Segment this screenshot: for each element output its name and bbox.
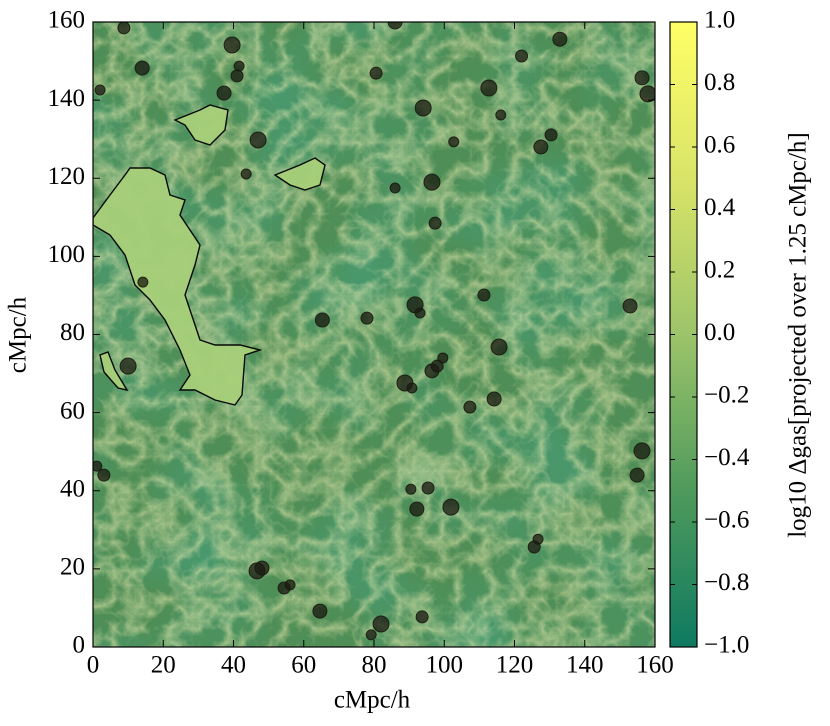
y-tick-label: 20 [60, 554, 85, 581]
y-tick-label: 80 [60, 319, 85, 346]
colorbar-tick-label: 0.8 [704, 69, 735, 96]
x-tick-label: 80 [362, 652, 387, 679]
halo [372, 615, 390, 633]
halo [134, 60, 150, 76]
halo [480, 79, 498, 97]
halo [249, 131, 267, 149]
halo [230, 69, 244, 83]
halo [415, 610, 429, 624]
halo [277, 581, 291, 595]
y-tick-label: 0 [73, 632, 86, 659]
y-tick-label: 60 [60, 397, 85, 424]
x-tick-label: 120 [496, 652, 534, 679]
halo [486, 391, 502, 407]
halo [634, 70, 650, 86]
x-tick-label: 140 [566, 652, 604, 679]
halo [448, 136, 460, 148]
halo [248, 562, 266, 580]
halo [442, 498, 460, 516]
halo [515, 49, 529, 63]
halo [360, 311, 374, 325]
halo [639, 85, 655, 103]
halo [406, 382, 418, 394]
colorbar-tick-label: −0.2 [704, 382, 749, 409]
x-tick-label: 20 [151, 652, 176, 679]
halo [477, 288, 491, 302]
halo [629, 467, 645, 483]
halo [633, 442, 651, 460]
halo [365, 629, 377, 641]
x-tick-label: 40 [221, 652, 246, 679]
halo [428, 216, 442, 230]
halo [490, 338, 508, 356]
halo [495, 109, 507, 121]
halo [544, 128, 558, 142]
halo [423, 173, 441, 191]
halo [117, 22, 131, 35]
halo [409, 501, 425, 517]
halo [622, 298, 638, 314]
halo [552, 31, 568, 47]
colorbar-tick-label: −1.0 [704, 632, 749, 659]
halo [463, 400, 477, 414]
colorbar-tick-label: 0.2 [704, 257, 735, 284]
halo [533, 139, 549, 155]
halo [424, 363, 440, 379]
y-tick-label: 120 [48, 163, 86, 190]
colorbar-tick-label: 0.4 [704, 194, 736, 221]
halo [421, 481, 435, 495]
halo [137, 276, 149, 288]
halo [97, 468, 111, 482]
y-tick-label: 160 [48, 7, 86, 34]
halo [369, 66, 383, 80]
colorbar-tick-label: −0.4 [704, 444, 750, 471]
halo [119, 357, 137, 375]
x-tick-label: 60 [291, 652, 316, 679]
y-tick-label: 100 [48, 241, 86, 268]
y-tick-label: 40 [60, 475, 85, 502]
density-map [93, 22, 655, 647]
x-tick-label: 160 [636, 652, 674, 679]
x-tick-label: 0 [87, 652, 100, 679]
colorbar-tick-label: −0.8 [704, 569, 749, 596]
halo [216, 85, 232, 101]
colorbar-tick-label: 0.0 [704, 319, 735, 346]
y-axis-label: cMpc/h [5, 296, 32, 373]
colorbar-tick-label: −0.6 [704, 507, 749, 534]
halos [93, 22, 655, 641]
halo [94, 84, 106, 96]
colorbar-label: log10 Δgas[projected over 1.25 cMpc/h] [785, 132, 812, 538]
halo [414, 99, 432, 117]
halo [387, 22, 403, 30]
x-tick-label: 100 [426, 652, 464, 679]
halo [527, 540, 541, 554]
halo [93, 460, 103, 472]
y-tick-label: 140 [48, 85, 86, 112]
halo [314, 312, 330, 328]
halo [414, 307, 426, 319]
colorbar-tick-label: 0.6 [704, 132, 735, 159]
halo [240, 168, 252, 180]
halo [312, 603, 328, 619]
x-axis-label: cMpc/h [334, 687, 411, 714]
halo [389, 182, 401, 194]
halo [223, 36, 241, 54]
colorbar-tick-label: 1.0 [704, 7, 735, 34]
halo [405, 483, 417, 495]
underdense-regions [93, 104, 326, 406]
